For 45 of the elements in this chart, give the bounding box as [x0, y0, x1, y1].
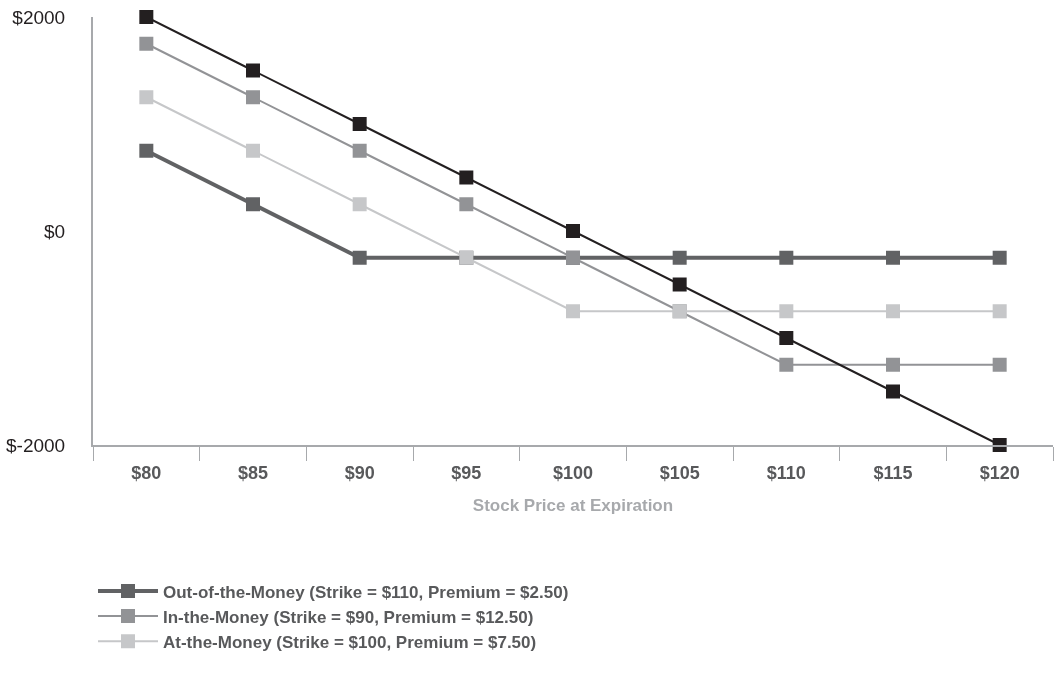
point: [779, 331, 794, 345]
point: [779, 357, 794, 372]
y-tick-label: $2000: [12, 6, 66, 28]
point: [459, 170, 474, 185]
point: [246, 63, 260, 78]
x-tick-label: $85: [237, 462, 269, 483]
point: [139, 36, 154, 51]
point: [992, 250, 1007, 265]
y-tick-label: $-2000: [6, 434, 66, 456]
point: [352, 250, 367, 265]
point: [352, 117, 367, 131]
point: [886, 384, 900, 399]
point: [352, 143, 367, 158]
point: [352, 197, 367, 212]
x-axis-title: Stock Price at Expiration: [472, 496, 674, 516]
point: [779, 250, 794, 265]
point: [992, 304, 1007, 319]
legend-label: At-the-Money (Strike = $100, Premium = $7.50): [163, 632, 537, 652]
x-tick-label: $80: [131, 462, 162, 483]
x-tick-label: $120: [979, 462, 1020, 483]
legend-label: Out-of-the-Money (Strike = $110, Premium = $2.50): [163, 582, 569, 602]
x-tick-label: $110: [766, 462, 806, 483]
x-tick-label: $90: [344, 462, 375, 483]
point: [672, 277, 687, 292]
point: [566, 304, 580, 319]
point: [246, 197, 260, 212]
point: [779, 304, 794, 319]
point: [139, 143, 154, 158]
point: [566, 224, 580, 238]
point: [886, 304, 900, 319]
x-tick-label: $115: [873, 462, 913, 483]
point: [139, 10, 154, 24]
point: [139, 90, 154, 105]
y-tick-label: $0: [44, 220, 66, 242]
point: [992, 357, 1007, 372]
point: [886, 357, 900, 372]
point: [672, 250, 687, 265]
point: [886, 250, 900, 265]
point: [459, 197, 474, 212]
point: [246, 90, 260, 105]
legend-label: In-the-Money (Strike = $90, Premium = $12.50): [163, 607, 534, 627]
x-tick-label: $95: [451, 462, 482, 483]
point: [246, 143, 260, 158]
x-tick-label: $105: [659, 462, 700, 483]
x-tick-label: $100: [552, 462, 594, 483]
